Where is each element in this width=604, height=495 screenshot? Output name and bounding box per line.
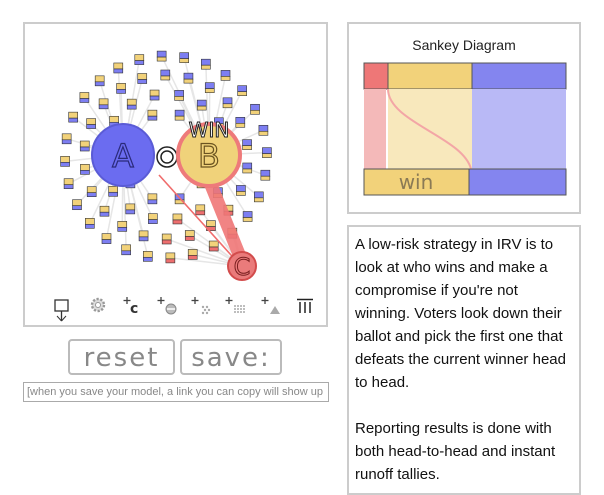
voter[interactable]: [148, 213, 158, 224]
voter[interactable]: [161, 233, 172, 245]
sankey-top-b: [387, 62, 473, 90]
voter[interactable]: [98, 98, 109, 110]
voter[interactable]: [60, 156, 70, 167]
sankey-panel: Sankey Diagram win: [347, 22, 581, 214]
c-drag-line-thick: [202, 173, 250, 271]
voter[interactable]: [86, 118, 96, 129]
voter[interactable]: [137, 73, 148, 84]
voter[interactable]: [179, 52, 190, 63]
voter-map[interactable]: A B WIN C: [25, 24, 326, 325]
voter[interactable]: [260, 169, 271, 181]
voter[interactable]: [174, 109, 185, 121]
voter[interactable]: [242, 211, 253, 222]
voter[interactable]: [235, 117, 246, 128]
voter[interactable]: [201, 58, 211, 70]
voter[interactable]: [79, 140, 90, 152]
voter[interactable]: [94, 75, 105, 87]
add-voter-grid-icon[interactable]: [225, 296, 247, 319]
sankey-flow-b: [388, 89, 472, 169]
voter[interactable]: [204, 82, 215, 93]
winner-label: WIN: [189, 118, 230, 142]
voter[interactable]: [80, 164, 90, 175]
voter[interactable]: [262, 147, 272, 158]
save-link-input[interactable]: [23, 382, 329, 402]
voter[interactable]: [250, 103, 260, 115]
voter[interactable]: [79, 92, 90, 103]
voter[interactable]: [117, 221, 128, 232]
voter[interactable]: [184, 230, 195, 241]
add-candidate-label: c: [130, 301, 138, 316]
voter[interactable]: [86, 186, 97, 197]
voter[interactable]: [63, 178, 74, 190]
voter[interactable]: [61, 133, 72, 145]
add-candidate-icon[interactable]: c: [123, 296, 143, 319]
candidate-b[interactable]: B WIN: [176, 118, 242, 188]
voter-pin-icon[interactable]: [54, 299, 70, 325]
voter[interactable]: [165, 252, 176, 264]
voter[interactable]: [113, 62, 124, 74]
voter[interactable]: [142, 251, 153, 262]
gear-icon[interactable]: [89, 296, 107, 317]
add-voter-icon[interactable]: [157, 296, 179, 319]
add-triangle-icon[interactable]: [261, 296, 281, 319]
save-button[interactable]: save:: [180, 339, 282, 375]
voter[interactable]: [116, 83, 126, 94]
voter[interactable]: [208, 240, 219, 252]
voter[interactable]: [160, 69, 171, 81]
voter[interactable]: [125, 203, 136, 215]
voter[interactable]: [101, 233, 112, 244]
voter[interactable]: [195, 204, 206, 216]
sankey-flow-a: [472, 89, 566, 169]
sankey-flow-c: [364, 89, 386, 169]
description-paragraph-2: Reporting results is done with both head…: [355, 420, 556, 483]
voter[interactable]: [126, 98, 137, 110]
center-target: [156, 146, 178, 168]
voter[interactable]: [220, 70, 231, 81]
voter[interactable]: [156, 50, 167, 62]
voter[interactable]: [172, 213, 183, 225]
description-paragraph-1: A low-risk strategy in IRV is to look at…: [355, 236, 566, 391]
voter[interactable]: [147, 109, 158, 121]
sankey-diagram: win: [363, 62, 567, 196]
voter[interactable]: [254, 191, 264, 203]
sankey-bottom-a: [468, 168, 567, 196]
voter[interactable]: [121, 244, 131, 256]
sankey-winner-text: win: [399, 170, 434, 194]
voter[interactable]: [222, 97, 233, 109]
voter[interactable]: [134, 54, 145, 65]
voter[interactable]: [183, 72, 194, 84]
candidate-a-label: A: [112, 137, 134, 175]
sankey-title: Sankey Diagram: [412, 37, 516, 53]
sankey-flow-curve: [387, 88, 472, 170]
voter[interactable]: [147, 193, 158, 205]
voter[interactable]: [68, 111, 78, 123]
trash-icon[interactable]: [296, 298, 314, 317]
candidate-c[interactable]: C: [227, 251, 257, 282]
voter[interactable]: [149, 89, 160, 101]
candidate-b-label: B: [198, 137, 220, 175]
description-panel: A low-risk strategy in IRV is to look at…: [347, 225, 581, 495]
voter[interactable]: [242, 162, 253, 174]
voter[interactable]: [72, 199, 82, 211]
reset-button[interactable]: reset: [68, 339, 175, 375]
voter[interactable]: [196, 99, 207, 111]
c-drag-line: [158, 174, 241, 266]
simulation-canvas[interactable]: A B WIN C c: [23, 22, 328, 327]
candidate-c-label: C: [234, 253, 251, 281]
voter[interactable]: [237, 85, 247, 96]
voter[interactable]: [242, 139, 252, 150]
candidate-a[interactable]: A: [91, 123, 155, 187]
add-voter-group-icon[interactable]: [191, 296, 213, 319]
voter[interactable]: [258, 124, 269, 136]
voter[interactable]: [236, 185, 246, 196]
sankey-top-c: [363, 62, 389, 90]
sankey-top-a: [471, 62, 567, 90]
voter[interactable]: [85, 218, 95, 229]
voter[interactable]: [174, 90, 184, 101]
voter[interactable]: [108, 185, 118, 197]
sankey-bottom-b: [363, 168, 470, 196]
voter[interactable]: [99, 205, 110, 217]
voter[interactable]: [187, 249, 198, 260]
voter[interactable]: [138, 230, 149, 242]
